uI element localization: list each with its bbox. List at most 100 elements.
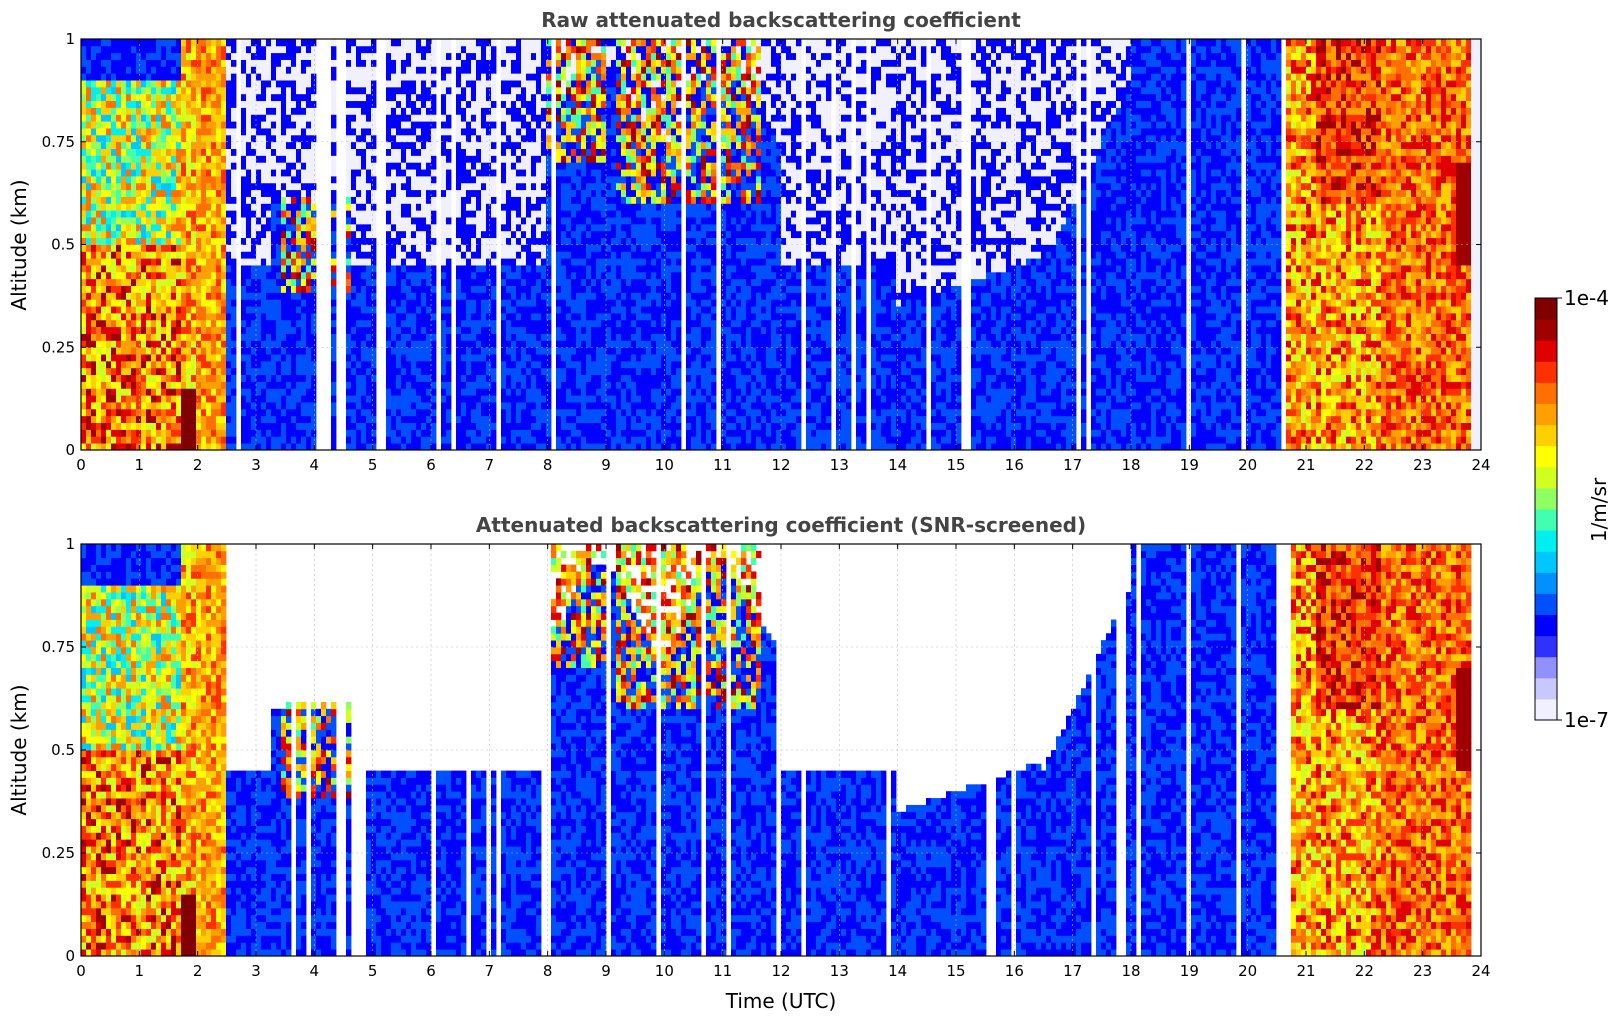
heatmap-cell	[296, 251, 302, 259]
heatmap-cell	[521, 176, 527, 184]
heatmap-cell	[191, 299, 197, 307]
heatmap-cell	[161, 155, 167, 163]
heatmap-cell	[246, 182, 252, 191]
heatmap-cell	[116, 367, 122, 376]
heatmap-cell	[246, 237, 252, 245]
heatmap-cell	[146, 73, 152, 81]
heatmap-cell	[361, 162, 367, 170]
heatmap-cell	[196, 278, 202, 286]
heatmap-cell	[276, 395, 282, 403]
heatmap-cell	[491, 93, 497, 102]
heatmap-cell	[296, 436, 302, 444]
heatmap-cell	[221, 326, 227, 334]
heatmap-cell	[456, 436, 462, 444]
heatmap-cell	[246, 306, 252, 314]
heatmap-cell	[206, 429, 212, 437]
heatmap-cell	[161, 217, 167, 225]
heatmap-cell	[331, 265, 337, 273]
heatmap-cell	[161, 299, 167, 307]
heatmap-cell	[121, 381, 127, 389]
heatmap-cell	[116, 265, 122, 273]
heatmap-cell	[196, 381, 202, 389]
heatmap-cell	[541, 45, 547, 54]
heatmap-cell	[346, 360, 352, 369]
heatmap-cell	[516, 278, 522, 286]
heatmap-cell	[171, 265, 177, 273]
heatmap-cell	[491, 415, 497, 423]
heatmap-cell	[96, 237, 102, 245]
heatmap-cell	[306, 86, 312, 95]
heatmap-cell	[516, 93, 522, 102]
heatmap-cell	[246, 326, 252, 334]
heatmap-cell	[221, 354, 227, 362]
heatmap-cell	[301, 210, 307, 218]
heatmap-cell	[331, 285, 337, 293]
heatmap-cell	[356, 258, 362, 266]
heatmap-cell	[96, 360, 102, 369]
heatmap-cell	[301, 251, 307, 259]
heatmap-cell	[371, 162, 377, 170]
heatmap-cell	[546, 66, 552, 74]
heatmap-cell	[96, 244, 102, 252]
heatmap-cell	[281, 189, 287, 197]
heatmap-cell	[541, 258, 547, 266]
heatmap-cell	[491, 80, 497, 88]
heatmap-cell	[201, 86, 207, 95]
heatmap-cell	[361, 52, 367, 60]
heatmap-cell	[411, 100, 417, 108]
heatmap-cell	[421, 258, 427, 266]
heatmap-cell	[476, 306, 482, 314]
heatmap-cell	[156, 141, 162, 149]
heatmap-cell	[261, 258, 267, 266]
heatmap-cell	[476, 258, 482, 266]
heatmap-cell	[156, 196, 162, 204]
heatmap-cell	[476, 128, 482, 136]
heatmap-cell	[396, 73, 402, 81]
heatmap-cell	[271, 128, 277, 136]
heatmap-cell	[371, 141, 377, 149]
heatmap-cell	[196, 285, 202, 293]
heatmap-cell	[131, 278, 137, 286]
heatmap-cell	[221, 155, 227, 163]
heatmap-cell	[486, 402, 492, 410]
heatmap-cell	[306, 313, 312, 321]
heatmap-cell	[176, 326, 182, 334]
heatmap-cell	[281, 313, 287, 321]
heatmap-cell	[526, 237, 532, 245]
heatmap-cell	[256, 176, 262, 184]
heatmap-cell	[161, 237, 167, 245]
heatmap-cell	[281, 285, 287, 293]
heatmap-cell	[416, 52, 422, 60]
heatmap-cell	[306, 100, 312, 108]
heatmap-cell	[396, 408, 402, 417]
heatmap-cell	[421, 244, 427, 252]
heatmap-cell	[201, 128, 207, 136]
heatmap-cell	[136, 313, 142, 321]
heatmap-cell	[221, 395, 227, 403]
heatmap-cell	[471, 422, 477, 430]
heatmap-cell	[546, 258, 552, 266]
heatmap-cell	[371, 319, 377, 328]
heatmap-cell	[181, 347, 187, 355]
heatmap-cell	[231, 395, 237, 403]
heatmap-cell	[526, 354, 532, 362]
heatmap-cell	[501, 265, 507, 273]
heatmap-cell	[136, 292, 142, 300]
heatmap-cell	[226, 436, 232, 444]
heatmap-cell	[266, 278, 272, 286]
heatmap-cell	[221, 408, 227, 417]
heatmap-cell	[536, 162, 542, 170]
heatmap-cell	[371, 66, 377, 74]
heatmap-cell	[296, 73, 302, 81]
heatmap-cell	[296, 148, 302, 156]
heatmap-cell	[481, 203, 487, 211]
heatmap-cell	[306, 429, 312, 437]
heatmap-cell	[371, 217, 377, 225]
heatmap-cell	[181, 148, 187, 156]
heatmap-cell	[441, 73, 447, 81]
heatmap-cell	[196, 107, 202, 115]
panel-raw: Raw attenuated backscattering coefficien…	[7, 8, 1491, 474]
heatmap-cell	[156, 251, 162, 259]
heatmap-cell	[396, 210, 402, 218]
heatmap-cell	[536, 128, 542, 136]
